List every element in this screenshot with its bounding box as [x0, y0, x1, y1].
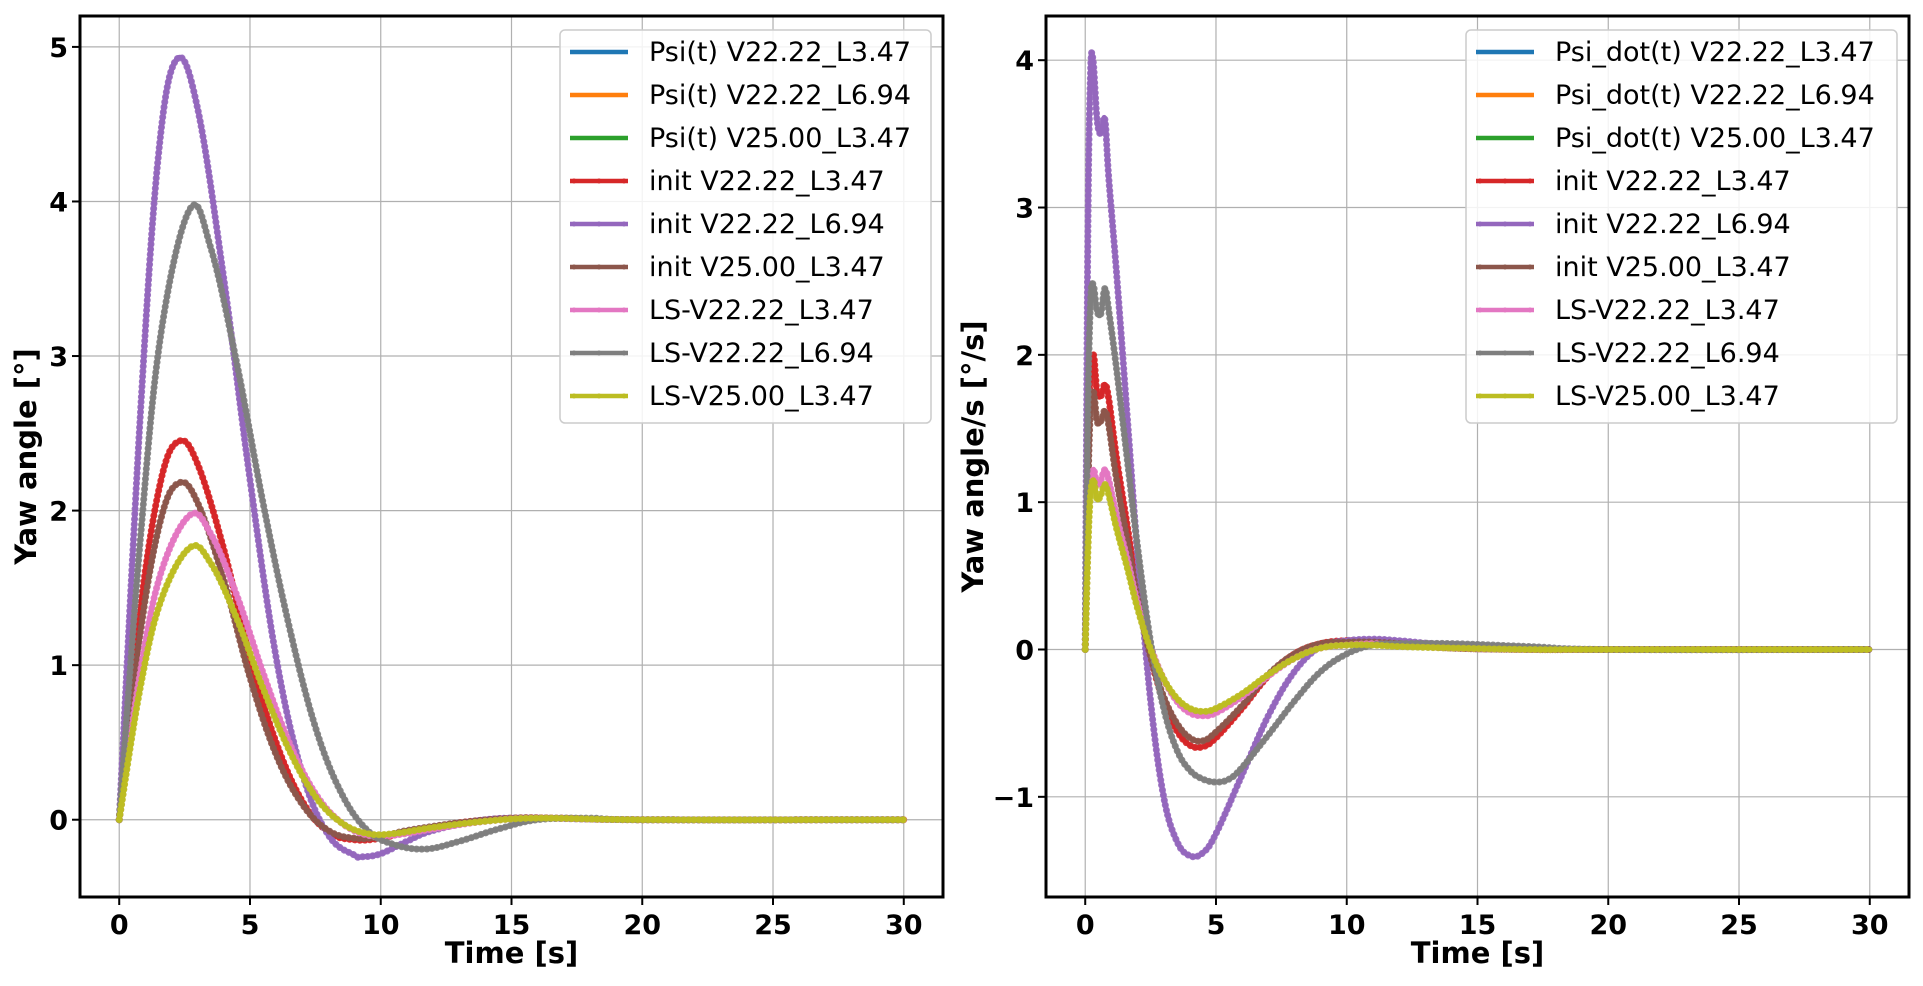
right-legend-label: init V25.00_L3.47 [1555, 252, 1791, 283]
left-legend-marker [596, 178, 602, 184]
left-x-tick-label: 25 [754, 910, 792, 941]
left-legend-marker [571, 393, 577, 399]
left-x-axis-label: Time [s] [445, 936, 578, 970]
right-x-tick-label: 15 [1459, 910, 1497, 941]
left-y-tick-label: 4 [49, 187, 68, 218]
right-legend-label: init V22.22_L6.94 [1555, 209, 1791, 240]
right-legend-marker [1527, 350, 1533, 356]
left-legend-marker [596, 350, 602, 356]
left-legend-marker [571, 264, 577, 270]
left-x-tick-label: 10 [362, 910, 400, 941]
right-y-tick-label: 2 [1015, 341, 1034, 372]
right-legend-marker [1477, 393, 1483, 399]
left-legend-marker [621, 350, 627, 356]
left-y-tick-label: 0 [49, 806, 68, 837]
left-legend-marker [596, 393, 602, 399]
left-legend-label: init V22.22_L6.94 [649, 209, 885, 240]
left-x-tick-label: 0 [110, 910, 129, 941]
right-legend: Psi_dot(t) V22.22_L3.47 Psi_dot(t) V22.22… [1465, 29, 1898, 424]
right-legend-label: LS-V22.22_L3.47 [1555, 295, 1780, 326]
right-x-tick-label: 10 [1328, 910, 1366, 941]
right-legend-marker [1477, 307, 1483, 313]
right-legend-label: LS-V25.00_L3.47 [1555, 381, 1780, 412]
right-legend-marker [1477, 178, 1483, 184]
right-legend-marker [1477, 264, 1483, 270]
right-x-tick-label: 30 [1851, 910, 1889, 941]
right-legend-marker [1502, 178, 1508, 184]
right-series-markers-ls-v22-22-l6-94 [1081, 279, 1874, 786]
left-legend-marker [621, 221, 627, 227]
right-x-tick-label: 25 [1720, 910, 1758, 941]
right-legend-label: Psi_dot(t) V25.00_L3.47 [1555, 123, 1875, 154]
right-y-tick-label: 4 [1015, 46, 1034, 77]
left-legend-marker [621, 307, 627, 313]
left-x-tick-label: 30 [885, 910, 923, 941]
left-legend-marker [571, 178, 577, 184]
right-x-tick-label: 0 [1076, 910, 1095, 941]
right-y-axis-label: Yaw angle/s [°/s] [956, 320, 990, 593]
right-legend-marker [1527, 307, 1533, 313]
right-legend-marker [1477, 350, 1483, 356]
left-legend-label: Psi(t) V22.22_L3.47 [649, 37, 911, 68]
left-legend-marker [621, 393, 627, 399]
left-legend-marker [596, 307, 602, 313]
left-x-tick-label: 5 [241, 910, 260, 941]
left-y-tick-label: 2 [49, 497, 68, 528]
left-y-tick-label: 3 [49, 342, 68, 373]
right-legend-marker [1502, 221, 1508, 227]
left-legend-label: init V22.22_L3.47 [649, 166, 885, 197]
right-y-tick-label: 0 [1015, 635, 1034, 666]
left-y-tick-label: 5 [49, 33, 68, 64]
right-x-axis-label: Time [s] [1411, 936, 1544, 970]
left-legend-box [559, 29, 932, 424]
left-legend-marker [596, 264, 602, 270]
left-legend-marker [571, 350, 577, 356]
left-legend-label: Psi(t) V25.00_L3.47 [649, 123, 911, 154]
left-legend-label: init V25.00_L3.47 [649, 252, 885, 283]
right-legend-marker [1527, 393, 1533, 399]
left-y-axis-label: Yaw angle [°] [9, 348, 43, 565]
right-legend-label: init V22.22_L3.47 [1555, 166, 1791, 197]
right-legend-label: LS-V22.22_L6.94 [1555, 338, 1780, 369]
right-y-tick-label: −1 [993, 783, 1034, 814]
left-legend-marker [571, 307, 577, 313]
right-x-tick-label: 5 [1207, 910, 1226, 941]
right-legend-marker [1502, 393, 1508, 399]
left-legend-marker [596, 221, 602, 227]
left-legend-marker [621, 178, 627, 184]
right-legend-label: Psi_dot(t) V22.22_L6.94 [1555, 80, 1875, 111]
right-y-tick-label: 3 [1015, 194, 1034, 225]
left-legend-label: LS-V22.22_L3.47 [649, 295, 874, 326]
left-legend: Psi(t) V22.22_L3.47 Psi(t) V22.22_L6.94 Ps… [559, 29, 932, 424]
right-legend-marker [1502, 264, 1508, 270]
right-legend-box [1465, 29, 1898, 424]
left-x-tick-label: 20 [623, 910, 661, 941]
left-legend-marker [621, 264, 627, 270]
right-legend-label: Psi_dot(t) V22.22_L3.47 [1555, 37, 1875, 68]
left-legend-label: LS-V22.22_L6.94 [649, 338, 874, 369]
right-x-tick-label: 20 [1589, 910, 1627, 941]
left-legend-label: LS-V25.00_L3.47 [649, 381, 874, 412]
left-plot-yaw-angle: 0 5 10 15 20 25 30 0 1 2 3 4 5 Time [s] Yaw angle [°… [9, 14, 945, 970]
right-plot-yaw-rate: 0 5 10 15 20 25 30 −1 0 1 2 3 4 Time [s] Yaw angle/s… [956, 14, 1911, 970]
right-legend-marker [1527, 178, 1533, 184]
right-legend-marker [1502, 307, 1508, 313]
left-y-tick-label: 1 [49, 651, 68, 682]
right-y-tick-label: 1 [1015, 488, 1034, 519]
right-series-markers-ls-v25-00-l3-47 [1081, 476, 1874, 715]
left-x-tick-label: 15 [493, 910, 531, 941]
right-legend-marker [1527, 264, 1533, 270]
left-series-markers-ls-v25-00-l3-47 [115, 542, 908, 839]
right-legend-marker [1477, 221, 1483, 227]
right-legend-marker [1502, 350, 1508, 356]
right-legend-marker [1527, 221, 1533, 227]
left-legend-label: Psi(t) V22.22_L6.94 [649, 80, 911, 111]
left-legend-marker [571, 221, 577, 227]
